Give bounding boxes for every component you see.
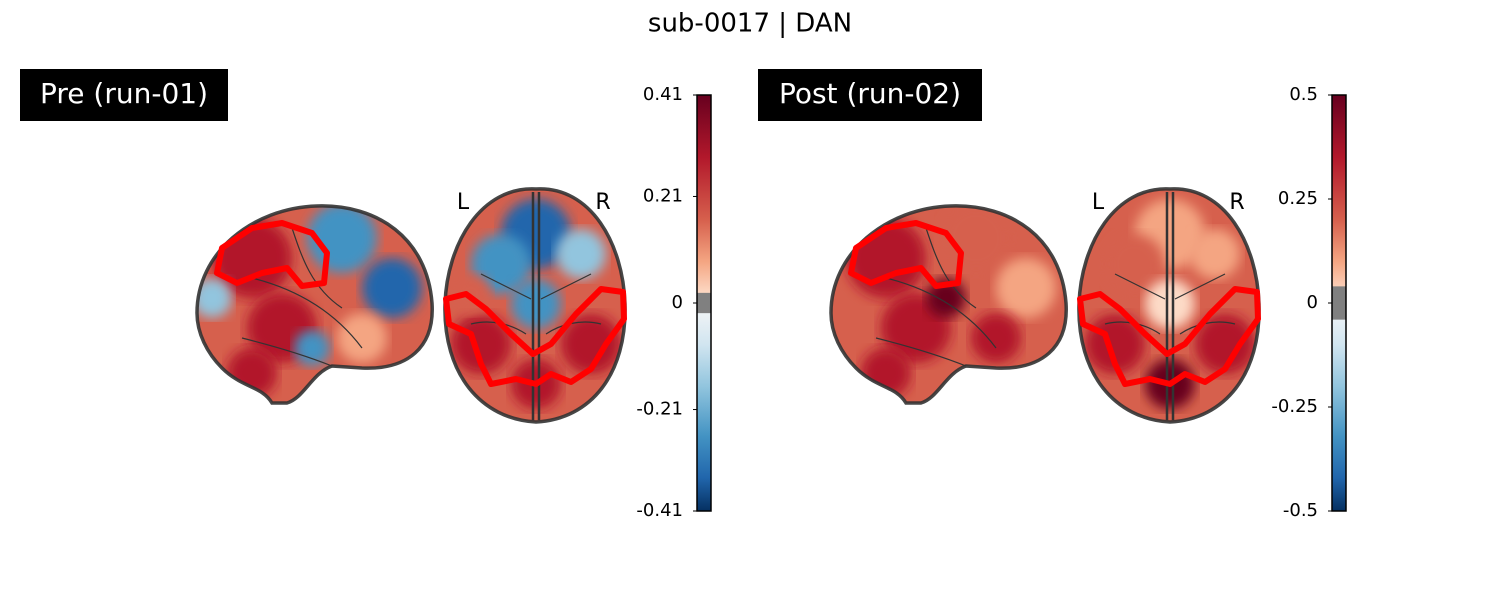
colorbar-tick-label: -0.25 [1271,396,1318,417]
colorbar-tick-label: -0.41 [636,500,683,521]
threshold-band [697,292,711,314]
roi-contour [1077,286,1261,387]
colorbar-tick-label: 0.25 [1278,188,1318,209]
colorbar-tick-label: 0 [672,292,683,313]
activation-blob [337,313,387,363]
roi-contour [214,220,330,289]
panel-label: Post (run-02) [779,77,961,110]
activation-blob [1145,279,1195,329]
sagittal-view [195,204,434,405]
colorbar-tick-label: -0.21 [636,399,683,420]
activation-blob [362,258,422,318]
activation-map [1078,188,1260,422]
sulcus [875,227,997,367]
colorbar-tick-label: -0.5 [1283,500,1318,521]
panel-label: Pre (run-01) [40,77,208,110]
orientation-label: L [1092,190,1105,215]
figure-title: sub-0017 | DAN [648,9,852,39]
threshold-band [1332,286,1346,320]
axial-view [443,187,627,424]
orientation-label: R [595,190,610,215]
colorbar-tick-label: 0.5 [1289,84,1318,105]
axial-view [1077,187,1261,424]
brain-outline [195,204,434,405]
activation-blob [294,330,330,366]
activation-blob [1190,229,1240,279]
panel-label-box [20,69,228,121]
activation-blob [561,314,621,374]
activation-blob [971,313,1021,363]
activation-blob [861,348,911,398]
panel-label-box [758,69,982,121]
activation-blob [511,279,561,329]
colorbar-tick-label: 0 [1307,292,1318,313]
activation-blob [471,234,531,294]
orientation-label: R [1229,190,1244,215]
activation-blob [227,348,277,398]
sulcus [470,273,602,335]
activation-blob [1105,234,1165,294]
sulcus [241,227,363,367]
colorbar-tick-label: 0.41 [643,84,683,105]
orientation-label: L [457,190,470,215]
roi-contour [848,220,964,289]
brain-outline [443,187,627,424]
activation-blob [996,258,1056,318]
activation-blob [556,229,606,279]
brain-outline [829,204,1068,405]
colorbar-tick-label: 0.21 [643,185,683,206]
sagittal-view [829,204,1068,405]
sulcus [1104,273,1236,335]
brain-outline [1077,187,1261,424]
activation-blob [1195,314,1255,374]
roi-contour [443,286,627,387]
